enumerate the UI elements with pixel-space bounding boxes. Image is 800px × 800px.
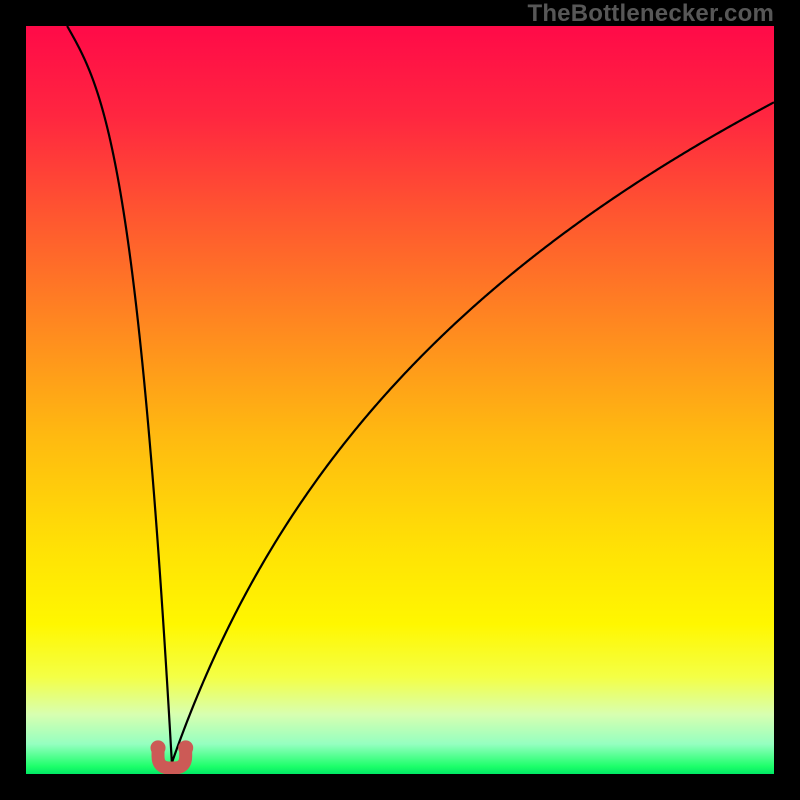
- plot-area: [26, 26, 774, 774]
- chart-stage: TheBottlenecker.com: [0, 0, 800, 800]
- watermark: TheBottlenecker.com: [527, 0, 774, 28]
- gradient-background: [26, 26, 774, 774]
